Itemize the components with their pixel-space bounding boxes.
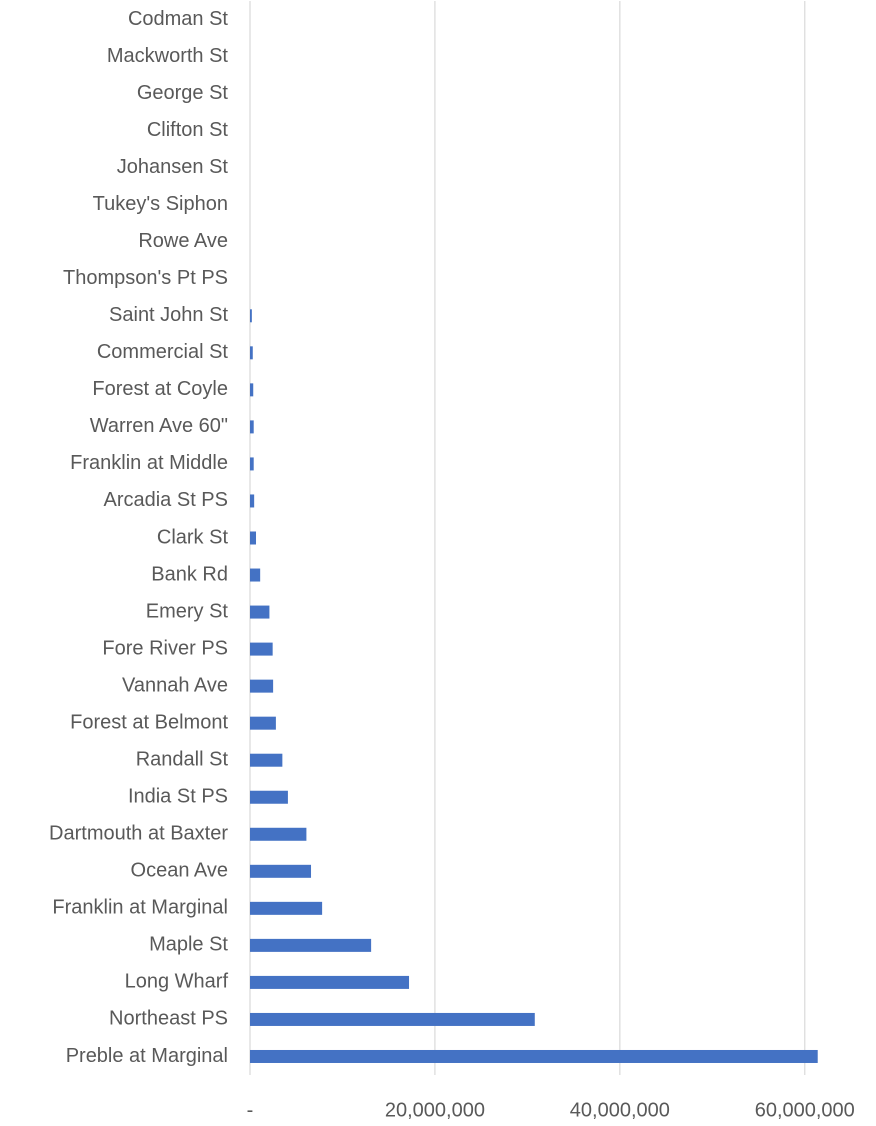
y-tick-label: Johansen St [117,156,229,178]
y-tick-label: Emery St [146,600,229,622]
y-tick-label: Franklin at Middle [70,452,228,474]
y-tick-label: Randall St [136,748,229,770]
bar [250,531,257,545]
x-tick-label: 60,000,000 [755,1099,855,1121]
y-tick-label: Clifton St [147,119,229,141]
bar [250,938,372,952]
bar [250,642,273,656]
y-tick-label: Thompson's Pt PS [63,267,228,289]
bar [250,457,254,471]
y-tick-label: Maple St [149,934,228,956]
y-tick-label: Bank Rd [151,563,228,585]
bar [250,568,261,582]
y-tick-label: Tukey's Siphon [93,193,228,215]
bar [250,827,307,841]
y-tick-label: Codman St [128,8,228,30]
bar [250,494,255,508]
y-tick-label: Dartmouth at Baxter [49,823,228,845]
bar [250,975,410,989]
y-tick-label: Clark St [157,526,229,548]
y-tick-label: Saint John St [109,304,228,326]
bar [250,605,270,619]
bar [250,309,252,323]
y-tick-label: India St PS [128,786,228,808]
x-tick-label: - [247,1099,254,1121]
y-tick-label: Mackworth St [107,45,229,67]
y-tick-label: Arcadia St PS [103,489,228,511]
y-tick-label: Vannah Ave [122,674,228,696]
bar [250,716,276,730]
y-tick-label: Northeast PS [109,1008,228,1030]
y-tick-label: Preble at Marginal [66,1045,228,1067]
y-tick-label: George St [137,82,229,104]
y-tick-label: Franklin at Marginal [52,897,228,919]
y-tick-label: Forest at Coyle [92,378,228,400]
bar [250,346,253,360]
y-tick-label: Ocean Ave [131,860,228,882]
bar [250,679,274,693]
y-tick-label: Rowe Ave [138,230,228,252]
bar [250,383,254,397]
y-tick-label: Warren Ave 60" [90,415,228,437]
bar [250,901,323,915]
bar [250,1012,535,1026]
bar [250,420,254,434]
x-tick-label: 40,000,000 [570,1099,670,1121]
bar [250,790,288,804]
bar [250,864,312,878]
y-tick-label: Fore River PS [102,637,228,659]
bar [250,753,283,767]
bar [250,1049,818,1063]
y-tick-label: Long Wharf [125,971,229,993]
y-tick-label: Commercial St [97,341,229,363]
y-tick-label: Forest at Belmont [70,711,228,733]
x-tick-label: 20,000,000 [385,1099,485,1121]
